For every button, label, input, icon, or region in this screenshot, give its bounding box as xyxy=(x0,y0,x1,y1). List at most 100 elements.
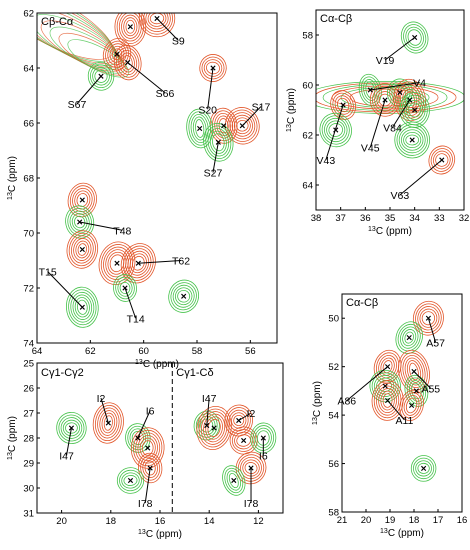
label-leader xyxy=(392,99,411,128)
peak-contour xyxy=(117,279,133,297)
peak-contour xyxy=(403,395,420,416)
peak-contour xyxy=(122,55,133,70)
peak-marker xyxy=(412,34,418,41)
peak-marker xyxy=(421,465,427,471)
peak-contour xyxy=(116,467,145,494)
contours xyxy=(316,21,464,196)
peak-label: A55 xyxy=(421,383,440,395)
peak-label: I47 xyxy=(202,393,217,405)
x-axis-label: 13C (ppm) xyxy=(380,528,424,540)
y-axis-label: 13C (ppm) xyxy=(7,156,19,200)
peak-marker xyxy=(236,417,242,424)
peak-contour xyxy=(334,95,352,115)
peak-contour xyxy=(410,455,437,482)
peak-contour xyxy=(226,470,241,491)
peak-marker xyxy=(79,197,85,203)
label-leader xyxy=(100,397,109,424)
x-axis-label: 13C (ppm) xyxy=(138,529,182,541)
peak-contour xyxy=(413,457,435,480)
y-axis-label: 13C (ppm) xyxy=(7,416,19,460)
x-tick-label: 20 xyxy=(56,516,67,527)
peak-label: S9 xyxy=(172,36,185,48)
peak-marker xyxy=(382,97,388,103)
peak-contour xyxy=(65,422,78,434)
peak-contour xyxy=(123,17,138,37)
panel-title: Cβ-Cα xyxy=(41,16,74,28)
x-tick-label: 64 xyxy=(32,346,43,357)
peak-marker xyxy=(114,260,120,266)
peak-contour xyxy=(369,83,401,117)
peak-contour xyxy=(417,306,440,331)
peak-contour xyxy=(119,281,131,295)
panel-title: Cα-Cβ xyxy=(346,297,378,309)
peak-contour xyxy=(69,185,95,215)
peak-contour xyxy=(402,329,417,347)
peak-contour xyxy=(321,115,350,145)
peak-marker xyxy=(204,422,210,429)
peak-contour xyxy=(419,308,438,328)
label-leader xyxy=(127,62,166,94)
panel-title-right: Cγ1-Cδ xyxy=(176,367,213,379)
y-tick-label: 54 xyxy=(328,411,339,422)
peak-contour xyxy=(380,390,395,411)
peak-marker xyxy=(145,445,151,451)
peak-contour xyxy=(72,294,93,320)
peak-contour xyxy=(224,404,253,437)
peak-contour xyxy=(192,116,207,141)
peak-contour xyxy=(250,422,277,454)
peak-contour xyxy=(74,190,91,210)
peak-marker xyxy=(79,246,85,253)
peak-marker xyxy=(333,127,339,133)
peak-contour xyxy=(209,130,227,154)
peak-contour xyxy=(395,81,424,119)
peak-contour xyxy=(233,117,251,135)
peak-contour xyxy=(125,19,136,34)
y-tick-label: 30 xyxy=(23,484,34,495)
peak-marker xyxy=(385,397,391,404)
panel-title: Cα-Cβ xyxy=(320,13,352,25)
peak-label: A11 xyxy=(395,415,413,427)
peak-contour xyxy=(400,21,429,54)
peak-contour xyxy=(326,120,346,140)
contours xyxy=(56,397,277,504)
peak-label: V63 xyxy=(391,190,410,202)
peak-contour xyxy=(74,297,90,318)
peak-marker xyxy=(127,24,133,30)
peak-contour xyxy=(71,235,94,264)
peak-marker xyxy=(98,73,104,79)
peak-contour xyxy=(67,182,97,218)
peak-marker xyxy=(406,335,412,341)
peak-contour xyxy=(70,291,95,323)
label-leader xyxy=(144,467,151,504)
peak-contour xyxy=(121,14,140,39)
peak-contour xyxy=(139,437,156,459)
peak-marker xyxy=(125,59,131,66)
y-tick-label: 72 xyxy=(23,284,34,295)
peak-marker xyxy=(397,89,403,96)
peak-contour xyxy=(240,456,262,480)
peak-contour xyxy=(67,208,92,236)
peak-contour xyxy=(408,102,422,118)
peak-contour xyxy=(376,91,394,109)
y-tick-label: 56 xyxy=(328,459,339,470)
y-tick-label: 58 xyxy=(302,31,313,42)
peak-contour xyxy=(244,462,258,474)
peak-contour xyxy=(125,423,151,453)
peak-contour xyxy=(405,397,418,414)
peak-contour xyxy=(405,26,424,49)
label-leader xyxy=(138,260,182,264)
y-tick-label: 29 xyxy=(23,459,34,470)
peak-contour xyxy=(123,475,138,486)
y-tick-label: 64 xyxy=(302,181,313,192)
peak-contour xyxy=(415,303,442,333)
peak-contour xyxy=(222,465,246,496)
peak-contour xyxy=(407,29,422,46)
label-leader xyxy=(212,142,219,173)
peak-marker xyxy=(211,425,217,431)
label-leader xyxy=(369,99,386,148)
peak-contour xyxy=(330,90,357,120)
peak-marker xyxy=(413,388,419,394)
peak-contour xyxy=(328,123,343,137)
peak-contour xyxy=(196,406,232,450)
peak-marker xyxy=(147,465,153,471)
